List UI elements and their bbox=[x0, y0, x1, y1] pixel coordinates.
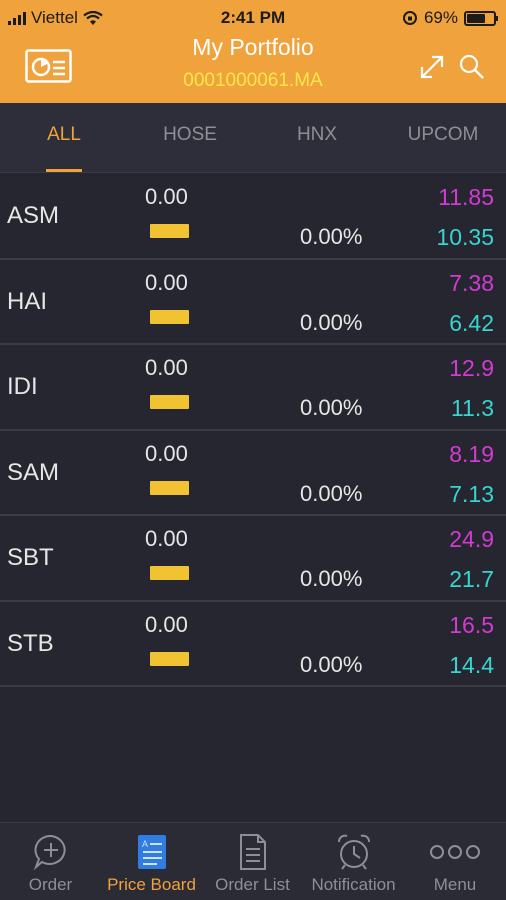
portfolio-card-icon[interactable] bbox=[25, 49, 72, 83]
price-change: 0.00 bbox=[145, 440, 188, 466]
stock-row-idi[interactable]: IDI 0.00 0.00% 12.9 11.3 bbox=[0, 345, 506, 431]
change-bar bbox=[150, 566, 189, 580]
alarm-clock-icon bbox=[337, 834, 370, 870]
nav-notification[interactable]: Notification bbox=[303, 823, 404, 900]
bottom-nav: Order A Price Board Order List bbox=[0, 822, 506, 900]
floor-price: 14.4 bbox=[449, 651, 494, 678]
page-title: My Portfolio bbox=[192, 34, 314, 60]
svg-text:A: A bbox=[142, 839, 148, 849]
carrier-name: Viettel bbox=[31, 8, 78, 27]
chat-plus-icon bbox=[33, 834, 66, 871]
stock-symbol: STB bbox=[7, 629, 54, 657]
floor-price: 10.35 bbox=[436, 224, 494, 250]
change-bar bbox=[150, 224, 189, 238]
document-icon bbox=[239, 834, 266, 870]
ceiling-price: 7.38 bbox=[449, 269, 494, 296]
stock-row-asm[interactable]: ASM 0.00 0.00% 11.85 10.35 bbox=[0, 174, 506, 260]
wifi-icon bbox=[83, 10, 103, 25]
tab-upcom[interactable]: UPCOM bbox=[407, 124, 479, 145]
signal-icon bbox=[8, 11, 26, 25]
nav-order-list[interactable]: Order List bbox=[202, 823, 303, 900]
status-right: 69% bbox=[402, 8, 498, 28]
account-number[interactable]: 0001000061.MA bbox=[183, 70, 323, 91]
change-bar bbox=[150, 651, 189, 666]
nav-order[interactable]: Order bbox=[0, 823, 101, 900]
stock-row-sam[interactable]: SAM 0.00 0.00% 8.19 7.13 bbox=[0, 431, 506, 516]
ceiling-price: 24.9 bbox=[449, 526, 494, 552]
expand-icon[interactable] bbox=[418, 53, 446, 81]
more-dots-icon bbox=[430, 845, 480, 859]
carrier-info: Viettel bbox=[8, 8, 103, 28]
stock-symbol: ASM bbox=[7, 202, 60, 229]
active-tab-indicator bbox=[46, 169, 82, 172]
status-bar: Viettel 2:41 PM 69% bbox=[0, 0, 506, 34]
percent-change: 0.00% bbox=[300, 651, 363, 677]
nav-price-board[interactable]: A Price Board bbox=[101, 823, 202, 900]
price-board-icon: A bbox=[137, 835, 166, 869]
price-change: 0.00 bbox=[145, 611, 188, 637]
market-tabs: ALL HOSE HNX UPCOM bbox=[0, 103, 506, 173]
stock-symbol: IDI bbox=[7, 373, 38, 400]
battery-percent: 69% bbox=[423, 8, 458, 27]
nav-label: Price Board bbox=[107, 875, 196, 894]
nav-label: Order bbox=[28, 875, 73, 894]
change-bar bbox=[150, 395, 189, 409]
stock-symbol: SBT bbox=[7, 544, 54, 571]
price-change: 0.00 bbox=[145, 184, 188, 209]
price-change: 0.00 bbox=[145, 269, 188, 295]
ceiling-price: 11.85 bbox=[438, 184, 494, 210]
stock-row-stb[interactable]: STB 0.00 0.00% 16.5 14.4 bbox=[0, 602, 506, 687]
ceiling-price: 16.5 bbox=[449, 611, 494, 638]
stock-symbol: SAM bbox=[7, 458, 60, 486]
nav-label: Order List bbox=[215, 875, 290, 894]
stock-list: ASM 0.00 0.00% 11.85 10.35 HAI 0.00 0.00… bbox=[0, 174, 506, 687]
floor-price: 6.42 bbox=[449, 309, 494, 336]
tab-hnx[interactable]: HNX bbox=[296, 124, 338, 145]
stock-row-sbt[interactable]: SBT 0.00 0.00% 24.9 21.7 bbox=[0, 516, 506, 602]
percent-change: 0.00% bbox=[300, 309, 363, 335]
floor-price: 21.7 bbox=[449, 566, 494, 592]
header-actions bbox=[418, 53, 486, 81]
nav-label: Menu bbox=[433, 875, 477, 894]
tab-hose[interactable]: HOSE bbox=[163, 124, 217, 145]
nav-menu[interactable]: Menu bbox=[404, 823, 506, 900]
app-header: Viettel 2:41 PM 69% My Portfolio 0001000… bbox=[0, 0, 506, 103]
stock-symbol: HAI bbox=[7, 287, 48, 315]
percent-change: 0.00% bbox=[300, 224, 363, 249]
percent-change: 0.00% bbox=[300, 395, 363, 420]
ceiling-price: 12.9 bbox=[449, 355, 494, 381]
status-time: 2:41 PM bbox=[220, 8, 286, 27]
orientation-lock-icon bbox=[402, 11, 417, 25]
floor-price: 11.3 bbox=[450, 395, 494, 421]
price-change: 0.00 bbox=[145, 526, 188, 551]
ceiling-price: 8.19 bbox=[449, 440, 494, 467]
price-change: 0.00 bbox=[145, 355, 188, 380]
search-icon[interactable] bbox=[458, 53, 486, 81]
stock-row-hai[interactable]: HAI 0.00 0.00% 7.38 6.42 bbox=[0, 260, 506, 345]
percent-change: 0.00% bbox=[300, 566, 363, 591]
floor-price: 7.13 bbox=[449, 480, 494, 507]
tab-all[interactable]: ALL bbox=[47, 124, 81, 145]
change-bar bbox=[150, 480, 189, 495]
percent-change: 0.00% bbox=[300, 480, 363, 506]
nav-label: Notification bbox=[311, 875, 396, 894]
battery-icon bbox=[464, 10, 498, 26]
change-bar bbox=[150, 309, 189, 324]
